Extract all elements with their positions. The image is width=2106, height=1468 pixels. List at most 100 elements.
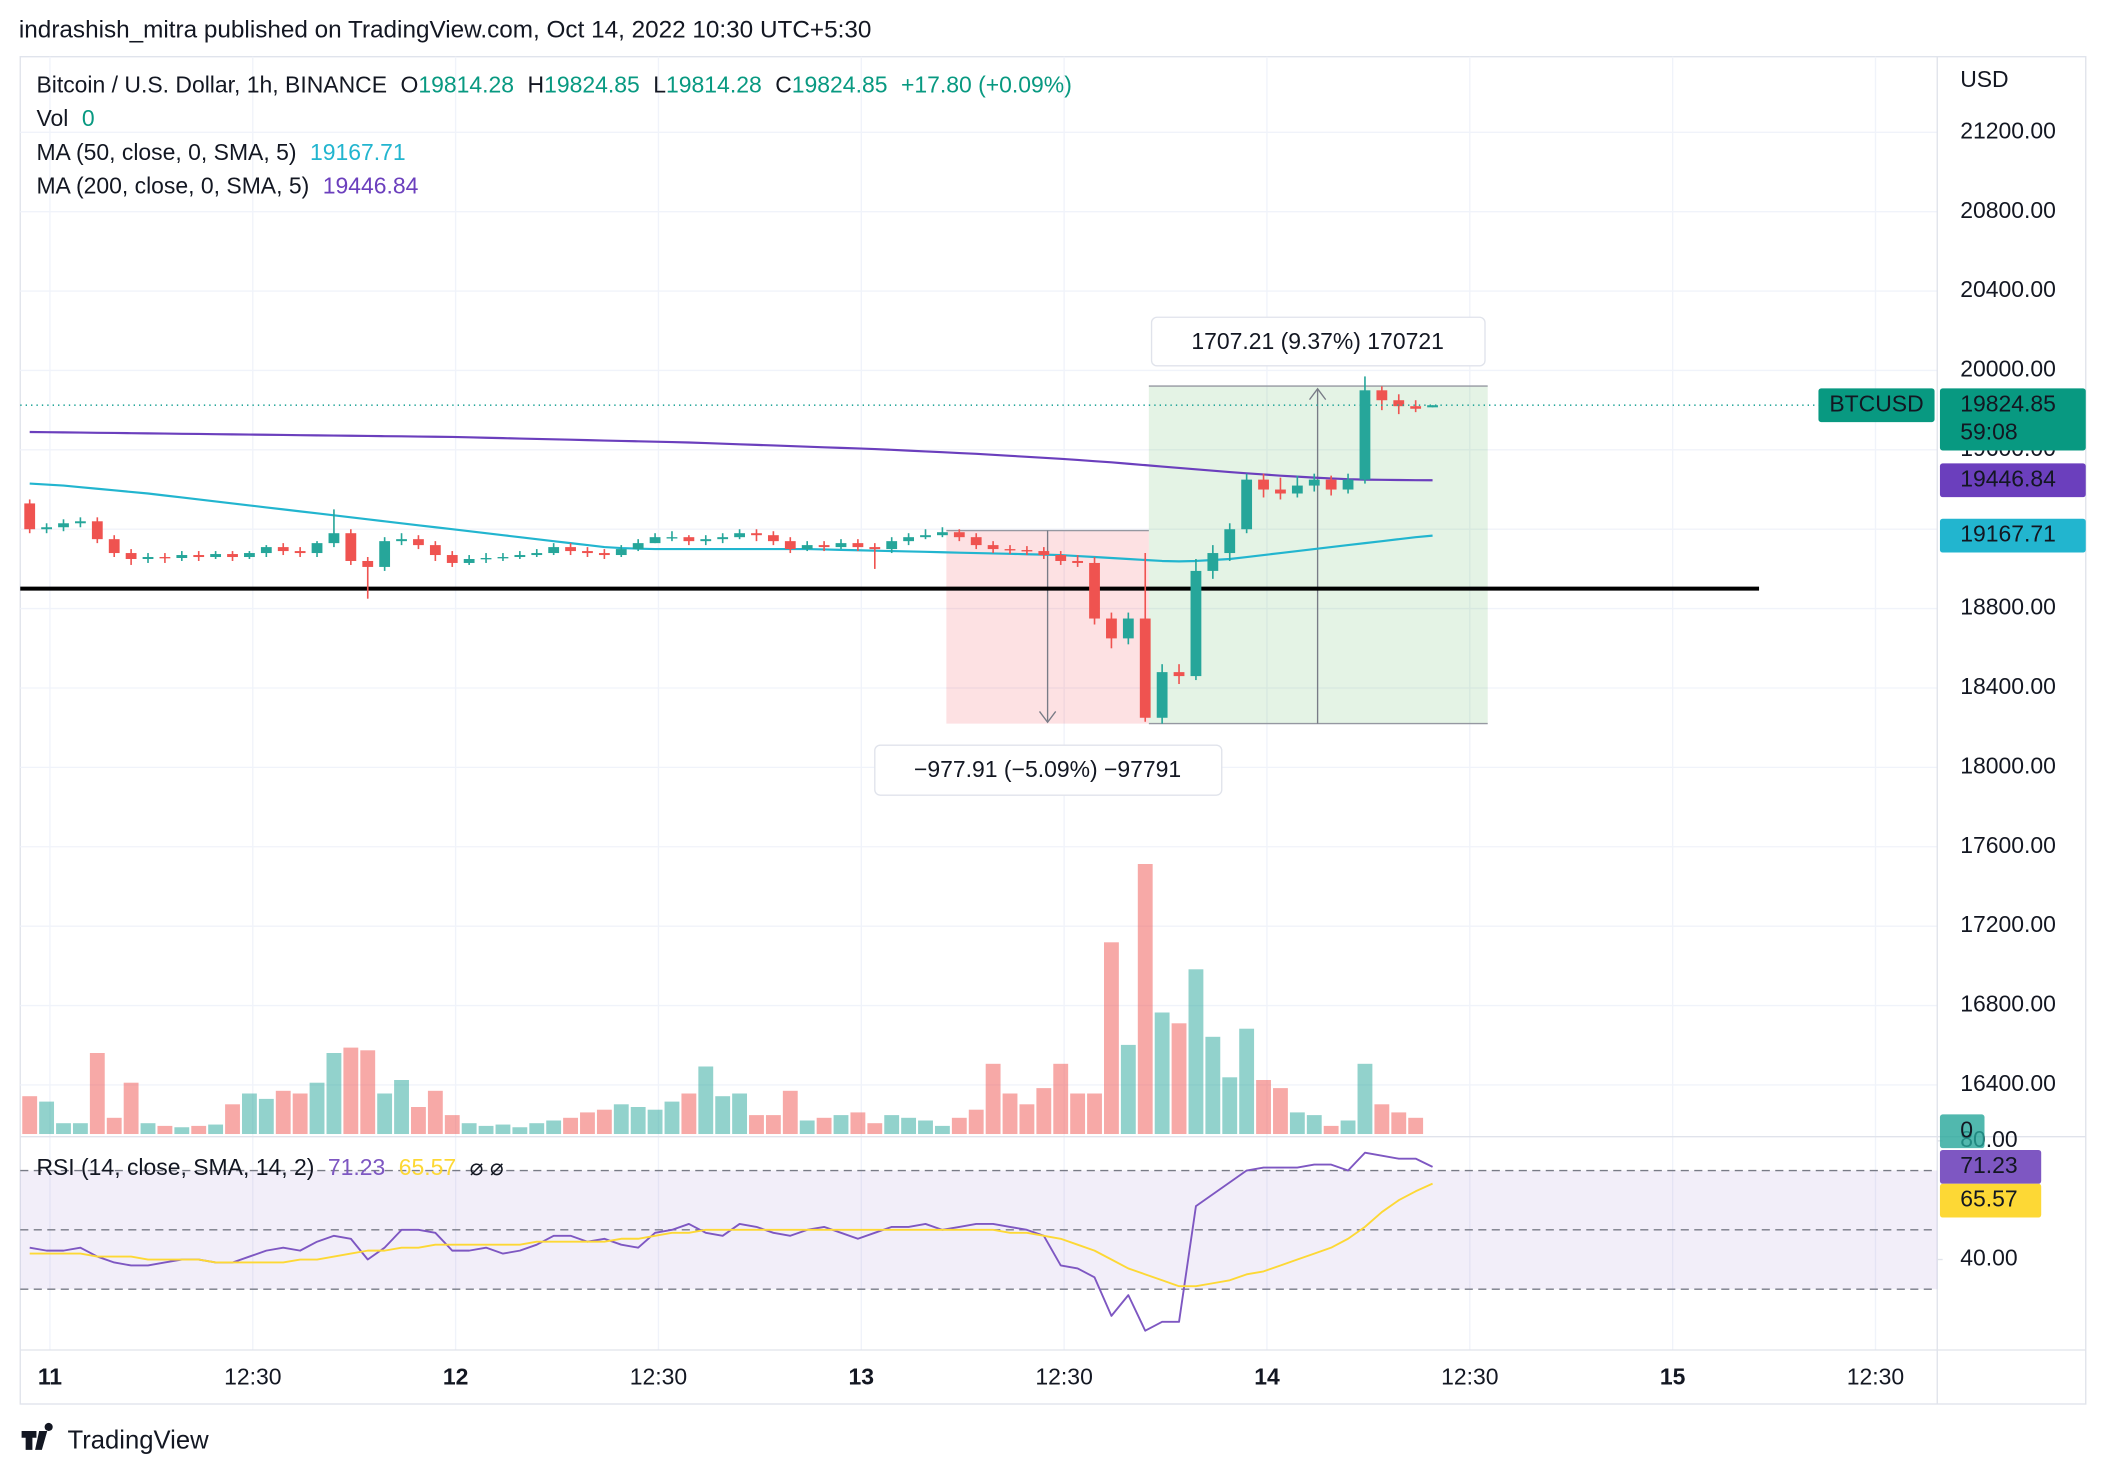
legend-rsi: RSI (14, close, SMA, 14, 2) 71.23 65.57 ⌀ ⌀ (36, 1154, 503, 1180)
candle-body (1004, 549, 1016, 551)
candle-body (463, 558, 475, 563)
y-tick-label: 17200.00 (1960, 911, 2056, 937)
volume-bar (478, 1125, 494, 1135)
ma-value: 19167.71 (310, 139, 406, 165)
rsi-tag: 71.23 (1960, 1152, 2017, 1178)
volume-bar (512, 1127, 528, 1135)
candle-body (413, 539, 424, 546)
candle-body (125, 553, 137, 559)
y-tick-label: 16800.00 (1960, 991, 2056, 1017)
candle-body (1325, 479, 1337, 490)
candle-body (142, 557, 154, 559)
volume-bar (22, 1096, 38, 1135)
rsi-symbols: ⌀ ⌀ (470, 1154, 504, 1180)
legend-ma200: MA (200, close, 0, SMA, 5) 19446.84 (36, 173, 418, 199)
volume-bar (1188, 969, 1204, 1135)
candle-body (987, 545, 999, 550)
x-tick-label: 14 (1254, 1363, 1280, 1389)
rsi-ma-line (29, 1182, 1433, 1288)
volume-bar (1408, 1117, 1424, 1135)
tags-layer: 21200.0020800.0020400.0020000.0019600.00… (38, 117, 2086, 1389)
candle-body (1173, 672, 1185, 677)
volume-bar (1019, 1104, 1035, 1135)
candle-body (108, 539, 120, 554)
candle-body (1275, 489, 1286, 494)
volume-bar (732, 1093, 748, 1135)
candle-body (227, 554, 238, 558)
volume-bar (664, 1101, 680, 1135)
rsi-name: RSI (14, close, SMA, 14, 2) (36, 1154, 314, 1180)
footer-brand: TradingView (68, 1427, 210, 1455)
volume-bar (816, 1117, 832, 1135)
candle-body (531, 553, 543, 556)
y-tick-label: 18400.00 (1960, 673, 2056, 699)
ma-tag-box (1939, 518, 2086, 553)
candle-body (869, 547, 881, 550)
candle-body (1410, 406, 1422, 409)
ohlc-key: H (528, 71, 545, 97)
candle-body (1224, 529, 1236, 554)
ohlc-value: 19814.28 (418, 71, 514, 97)
chart-frame (19, 56, 2087, 1405)
volume-bar (1002, 1093, 1018, 1135)
volume-bar (563, 1117, 578, 1135)
candle-body (1308, 479, 1320, 486)
volume-value: 0 (82, 105, 95, 131)
candle-body (345, 533, 357, 561)
volume-bar (901, 1117, 917, 1135)
candle-body (953, 532, 965, 538)
grid-layer (20, 56, 2086, 1405)
symbol-tag-box (1818, 388, 1935, 423)
volume-bar (157, 1125, 173, 1135)
ma-tag: 19446.84 (1960, 465, 2056, 491)
moving-average-line (29, 430, 1433, 482)
candle-body (717, 537, 729, 540)
volume-bar (918, 1120, 933, 1135)
candle-body (193, 555, 205, 558)
measure-label: −977.91 (−5.09%) −97791 (914, 756, 1181, 782)
volume-bar (1154, 1012, 1170, 1135)
volume-bar (208, 1124, 224, 1135)
volume-bar (867, 1123, 883, 1135)
candle-body (700, 539, 712, 542)
volume-bar (292, 1093, 308, 1135)
rsi-value: 71.23 (328, 1154, 385, 1180)
volume-bar (258, 1098, 274, 1135)
ohlc-key: O (401, 71, 419, 97)
ohlc-key: C (775, 71, 792, 97)
volume-bar (985, 1063, 1001, 1135)
candle-body (244, 553, 255, 558)
x-tick-label: 12:30 (630, 1363, 687, 1389)
candle-body (615, 549, 627, 556)
candle-body (1072, 560, 1084, 563)
volume-bar (1104, 942, 1119, 1135)
legend-main: Bitcoin / U.S. Dollar, 1h, BINANCE O19814… (36, 71, 1071, 97)
volume-bar (326, 1053, 342, 1135)
volume-bar (1222, 1077, 1238, 1135)
candle-body (58, 523, 69, 528)
x-tick-label: 12:30 (224, 1363, 281, 1389)
candle-body (1393, 400, 1405, 407)
candle-body (1122, 618, 1134, 639)
volume-bar (1087, 1093, 1102, 1135)
price-tag-box (1939, 388, 2086, 451)
ohlc-key: L (653, 71, 666, 97)
rsi-ma-tag-box (1939, 1183, 2042, 1218)
volume-bar (765, 1115, 781, 1135)
candle-body (328, 533, 340, 544)
y-tick-label: 18800.00 (1960, 594, 2056, 620)
volume-bar (39, 1101, 55, 1135)
candle-body (784, 541, 796, 550)
volume-bar (1120, 1044, 1136, 1135)
candle-body (835, 543, 847, 548)
measure-arrowhead (1038, 711, 1057, 724)
volume-bar (1171, 1023, 1187, 1135)
rsi-tick-label: 40.00 (1960, 1245, 2017, 1271)
volume-bar (1205, 1036, 1221, 1135)
candle-body (734, 533, 745, 538)
candle-body (1055, 555, 1067, 561)
y-tick-label: 21200.00 (1960, 117, 2056, 143)
candle-body (852, 543, 864, 548)
volume-bar (884, 1115, 900, 1135)
volume-bar (174, 1127, 190, 1135)
